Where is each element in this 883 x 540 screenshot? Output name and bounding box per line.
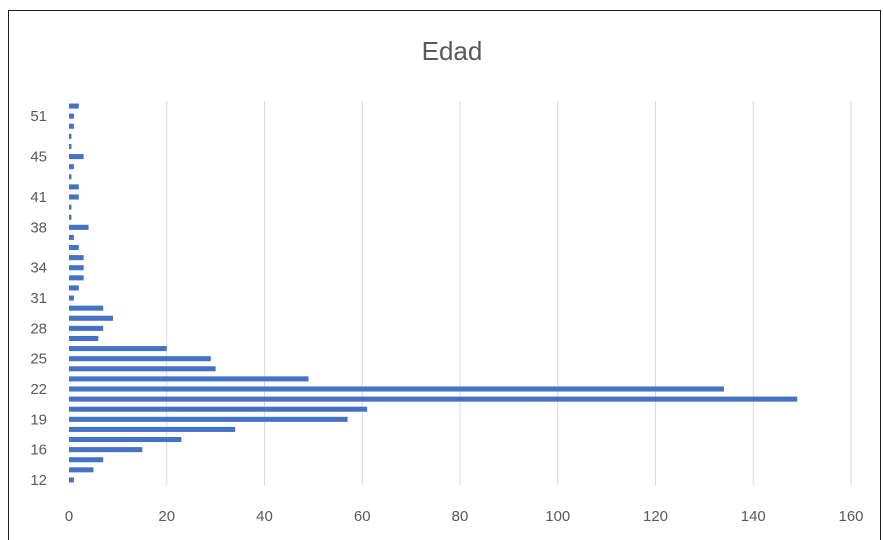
bar-age-12	[69, 477, 74, 483]
bar-age-44	[69, 164, 74, 170]
chart-title: Edad	[422, 36, 483, 66]
bar-age-33	[69, 275, 84, 281]
bar-age-27	[69, 335, 99, 341]
bar-age-39	[69, 214, 72, 220]
bar-age-22	[69, 386, 724, 392]
bar-age-20	[69, 406, 368, 412]
bar-age-29	[69, 315, 113, 321]
bar-age-48	[69, 123, 74, 129]
bar-age-16	[69, 447, 143, 453]
bar-age-46	[69, 143, 72, 149]
y-tick-label: 25	[30, 351, 47, 368]
bar-age-15	[69, 457, 104, 463]
bar-age-36	[69, 245, 79, 251]
x-tick-label: 140	[741, 508, 766, 525]
bar-age-23	[69, 376, 309, 382]
bar-age-47	[69, 133, 72, 139]
y-tick-label: 16	[30, 442, 47, 459]
x-tick-label: 60	[354, 508, 371, 525]
x-axis-ticks: 0 20 40 60 80 100 120 140 160	[65, 508, 864, 525]
y-tick-label: 31	[30, 290, 47, 307]
bars	[69, 103, 798, 483]
bar-age-25	[69, 356, 211, 362]
bar-age-45	[69, 154, 84, 160]
bar-age-34	[69, 265, 84, 271]
bar-age-19	[69, 416, 348, 422]
bar-age-51	[69, 113, 74, 119]
bar-age-53	[69, 103, 79, 109]
bar-age-37	[69, 234, 74, 240]
y-tick-label: 28	[30, 320, 47, 337]
bar-age-17	[69, 437, 182, 443]
bar-age-14	[69, 467, 94, 473]
bar-age-31	[69, 295, 74, 301]
y-tick-label: 12	[30, 472, 47, 489]
y-tick-label: 19	[30, 411, 47, 428]
x-tick-label: 100	[545, 508, 570, 525]
chart-frame	[8, 10, 881, 540]
bar-age-40	[69, 204, 72, 210]
bar-age-26	[69, 346, 167, 352]
bar-age-28	[69, 325, 104, 331]
x-tick-label: 0	[65, 508, 73, 525]
bar-age-18	[69, 426, 236, 432]
y-tick-label: 34	[30, 260, 47, 277]
y-tick-label: 51	[30, 108, 47, 125]
y-tick-label: 38	[30, 219, 47, 236]
bar-age-41	[69, 194, 79, 200]
y-tick-label: 45	[30, 149, 47, 166]
x-tick-label: 160	[838, 508, 863, 525]
y-tick-label: 22	[30, 381, 47, 398]
bar-age-43	[69, 174, 72, 180]
bar-age-24	[69, 366, 216, 372]
grid-lines	[166, 101, 852, 485]
x-tick-label: 80	[452, 508, 469, 525]
bar-age-42	[69, 184, 79, 190]
y-tick-label: 41	[30, 189, 47, 206]
bar-age-32	[69, 285, 79, 291]
bar-age-21	[69, 396, 798, 402]
y-axis-ticks: 12 16 19 22 25 28 31 34 38 41 45 51	[30, 108, 47, 489]
bar-age-30	[69, 305, 104, 311]
x-tick-label: 20	[158, 508, 175, 525]
bar-age-35	[69, 255, 84, 261]
x-tick-label: 40	[256, 508, 273, 525]
x-tick-label: 120	[643, 508, 668, 525]
bar-age-38	[69, 224, 89, 230]
